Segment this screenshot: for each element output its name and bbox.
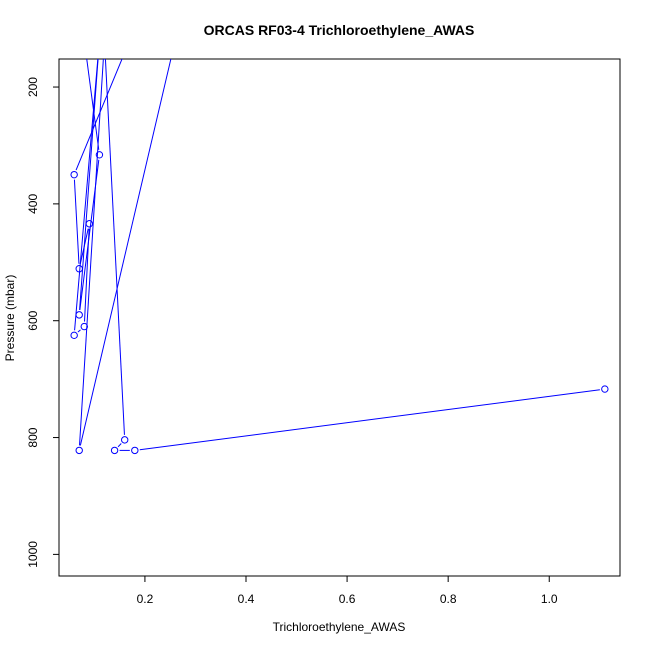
series-segment bbox=[104, 59, 125, 435]
series-segment bbox=[79, 159, 100, 310]
x-tick-label: 0.2 bbox=[137, 592, 154, 606]
data-point bbox=[80, 322, 88, 331]
chart-title: ORCAS RF03-4 Trichloroethylene_AWAS bbox=[204, 22, 475, 38]
y-tick-label: 600 bbox=[26, 310, 40, 330]
x-tick-label: 0.6 bbox=[339, 592, 356, 606]
series-segment bbox=[117, 443, 122, 448]
series-segment bbox=[84, 228, 90, 322]
series-segment bbox=[75, 59, 123, 171]
data-point bbox=[101, 37, 107, 43]
data-point bbox=[95, 151, 104, 159]
data-point bbox=[131, 446, 139, 455]
plot-frame bbox=[58, 58, 621, 577]
series-segment bbox=[79, 228, 89, 264]
series-segment bbox=[74, 59, 99, 331]
y-axis-label: Pressure (mbar) bbox=[3, 275, 17, 362]
x-tick-label: 0.4 bbox=[238, 592, 255, 606]
series-segment bbox=[139, 389, 600, 451]
y-tick-label: 200 bbox=[26, 77, 40, 97]
data-point bbox=[96, 37, 102, 43]
y-tick-label: 400 bbox=[26, 194, 40, 214]
data-point bbox=[127, 37, 133, 43]
x-axis-label: Trichloroethylene_AWAS bbox=[273, 620, 406, 634]
data-point bbox=[81, 37, 87, 43]
series-segment bbox=[86, 59, 100, 150]
data-series bbox=[70, 37, 609, 455]
data-point bbox=[110, 446, 119, 455]
series-segment bbox=[73, 179, 80, 264]
data-point bbox=[70, 170, 78, 179]
data-point bbox=[70, 331, 78, 340]
x-axis: 0.2 0.4 0.6 0.8 1.0 bbox=[137, 575, 558, 606]
series-segment bbox=[79, 59, 172, 446]
x-tick-label: 1.0 bbox=[541, 592, 558, 606]
y-tick-label: 1000 bbox=[26, 541, 40, 568]
x-tick-label: 0.8 bbox=[440, 592, 457, 606]
y-tick-label: 800 bbox=[26, 427, 40, 447]
y-axis: 200 400 600 800 1000 bbox=[26, 77, 60, 568]
data-point bbox=[172, 37, 178, 43]
data-point bbox=[601, 385, 609, 393]
series-segment bbox=[79, 59, 99, 310]
series-segment bbox=[79, 59, 104, 446]
plot-area bbox=[70, 37, 609, 455]
data-point bbox=[121, 436, 129, 444]
data-point bbox=[75, 265, 83, 273]
data-point bbox=[75, 311, 83, 319]
data-point bbox=[75, 446, 83, 455]
data-point bbox=[85, 220, 94, 228]
series-segment bbox=[77, 329, 81, 333]
